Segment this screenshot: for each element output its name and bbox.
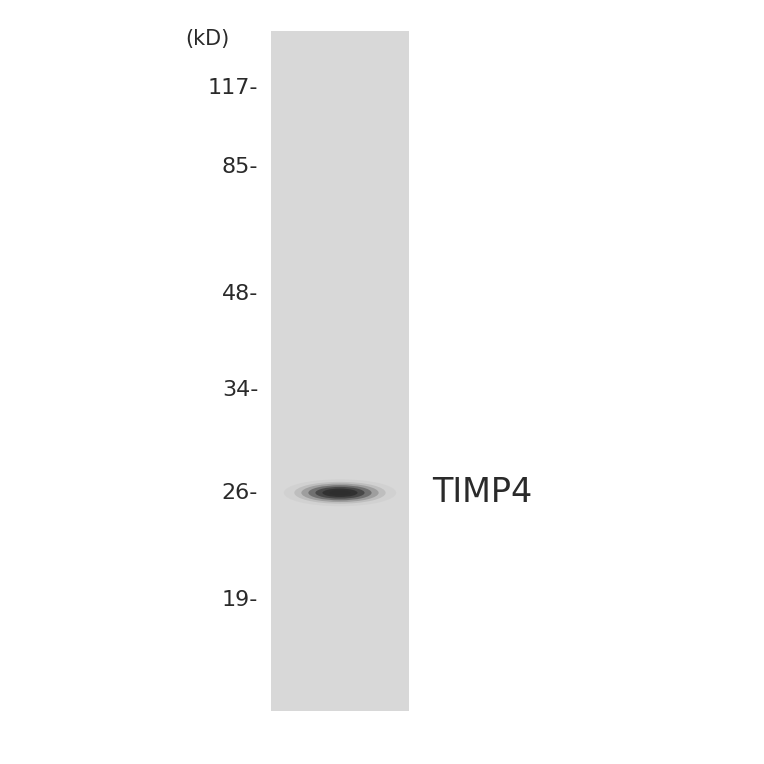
Text: TIMP4: TIMP4 (432, 476, 532, 510)
Text: 85-: 85- (222, 157, 258, 176)
Ellipse shape (309, 485, 371, 500)
Text: 48-: 48- (222, 284, 258, 304)
Ellipse shape (301, 484, 379, 502)
FancyBboxPatch shape (271, 31, 409, 711)
Ellipse shape (322, 489, 358, 497)
Ellipse shape (283, 479, 397, 507)
Ellipse shape (294, 482, 386, 503)
Text: 26-: 26- (222, 483, 258, 503)
Text: 117-: 117- (208, 78, 258, 98)
Text: 19-: 19- (222, 590, 258, 610)
Text: 34-: 34- (222, 380, 258, 400)
Text: (kD): (kD) (185, 29, 229, 49)
Ellipse shape (329, 490, 351, 495)
Ellipse shape (316, 487, 364, 499)
